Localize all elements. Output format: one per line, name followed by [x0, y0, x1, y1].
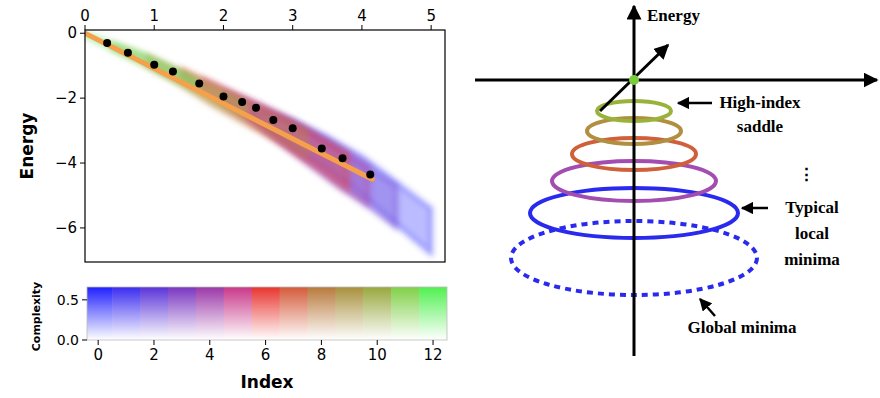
x-tick-label: 6 — [261, 346, 271, 364]
label-arrow — [700, 299, 715, 316]
axis-label: Energy — [647, 6, 700, 25]
x-tick-label: 12 — [423, 346, 442, 364]
x-tick-label: 10 — [368, 346, 387, 364]
x-tick — [431, 25, 432, 30]
y-tick-label: 0.0 — [57, 332, 79, 348]
y-tick-label: 0 — [67, 24, 77, 42]
figure: 0123450−2−4−6Energy0246810120.00.5IndexC… — [0, 0, 880, 398]
x-tick — [292, 25, 293, 30]
data-point — [219, 93, 227, 101]
data-point — [318, 144, 326, 152]
y-tick-label: 0.5 — [57, 292, 79, 308]
colorbar-area — [87, 287, 447, 340]
x-tick — [209, 340, 210, 345]
plot-frame — [85, 30, 445, 262]
x-tick-label: 2 — [219, 7, 229, 25]
colorbar-cell — [196, 287, 225, 340]
colorbar-cell — [224, 287, 253, 340]
data-point — [252, 104, 260, 112]
origin-point — [629, 75, 639, 85]
colorbar-cell — [140, 287, 169, 340]
x-tick-label: 0 — [80, 7, 90, 25]
x-tick-label: 8 — [317, 346, 327, 364]
colorbar-cell — [419, 287, 447, 340]
data-point — [169, 68, 177, 76]
landscape-diagram: Energy High-index saddle ⋮ Typical local minim… — [475, 6, 877, 356]
diagram-label: saddle — [737, 117, 784, 136]
diagram-label: Global minima — [687, 318, 797, 337]
y-tick-label: −4 — [55, 154, 77, 172]
colorbar-cell — [391, 287, 420, 340]
diagram-label: High-index — [719, 93, 801, 112]
label-arrow — [678, 102, 712, 105]
colorbar-cell — [335, 287, 364, 340]
x-tick — [154, 25, 155, 30]
colorbar-cell — [87, 287, 113, 340]
horizontal-axis — [475, 79, 877, 82]
energy-axis — [633, 6, 636, 356]
diagram-label: Typical — [785, 198, 839, 217]
colorbar-cell — [280, 287, 309, 340]
x-tick — [223, 25, 224, 30]
plot-area — [85, 33, 431, 254]
x-axis-label: Index — [240, 372, 293, 392]
x-tick-label: 4 — [357, 7, 367, 25]
colorbar-frame — [87, 287, 447, 340]
fit-line — [85, 33, 372, 179]
colorbar-cell — [363, 287, 392, 340]
y-tick — [80, 227, 85, 228]
data-point — [339, 154, 347, 162]
colorbar-cell — [307, 287, 336, 340]
x-tick — [433, 340, 434, 345]
diagram-label: ⋮ — [798, 165, 815, 184]
y-tick-label: −6 — [55, 219, 77, 237]
data-point — [269, 116, 277, 124]
y-tick-label: −2 — [55, 89, 77, 107]
colorbar-cell — [112, 287, 141, 340]
x-tick-label: 0 — [93, 346, 103, 364]
label-arrow — [742, 207, 768, 210]
x-tick — [321, 340, 322, 345]
colorbar-cell — [168, 287, 197, 340]
y-axis-label: Complexity — [30, 282, 43, 352]
x-tick — [265, 340, 266, 345]
x-tick-label: 4 — [205, 346, 215, 364]
x-tick-label: 2 — [149, 346, 159, 364]
data-point — [103, 39, 111, 47]
diagram-label: local — [795, 224, 829, 243]
y-tick — [82, 340, 87, 341]
x-tick-label: 5 — [426, 7, 436, 25]
x-tick — [361, 25, 362, 30]
x-tick — [98, 340, 99, 345]
data-point — [150, 61, 158, 69]
x-tick — [85, 25, 86, 30]
y-tick — [80, 163, 85, 164]
x-tick — [377, 340, 378, 345]
data-point — [289, 124, 297, 132]
data-point — [238, 98, 246, 106]
data-point — [124, 49, 132, 57]
colorbar-cell — [252, 287, 281, 340]
y-tick — [82, 299, 87, 300]
y-tick — [80, 98, 85, 99]
y-axis-label: Energy — [17, 113, 37, 180]
x-tick-label: 1 — [149, 7, 159, 25]
x-tick-label: 3 — [288, 7, 298, 25]
data-point — [366, 170, 374, 178]
x-tick — [153, 340, 154, 345]
diagram-label: minima — [784, 250, 840, 269]
data-point — [195, 80, 203, 88]
depth-axis — [600, 45, 668, 111]
y-tick — [80, 33, 85, 34]
